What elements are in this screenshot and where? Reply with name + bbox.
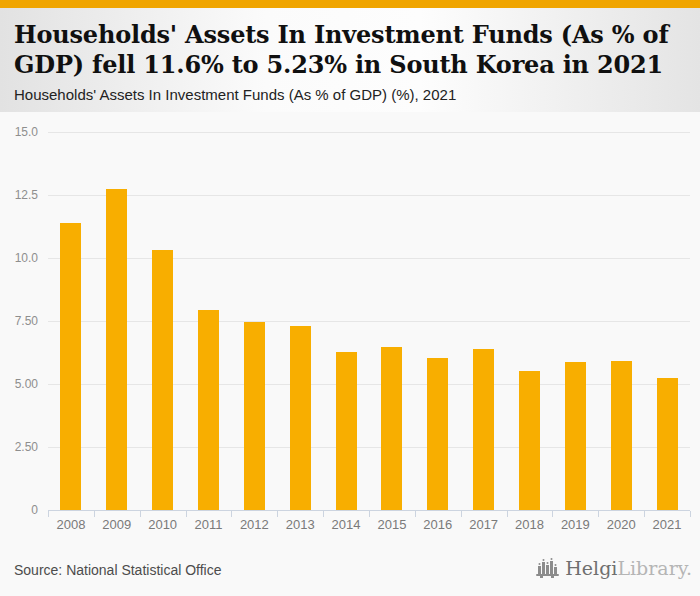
x-tick-label-2020: 2020 [598,517,644,532]
bar-2008[interactable] [60,223,81,510]
y-tick-label-2.50: 2.50 [0,440,38,454]
x-tick-label-2016: 2016 [415,517,461,532]
y-tick-label-12.5: 12.5 [0,188,38,202]
helgi-logo-icon [535,556,561,580]
y-tick-label-5.00: 5.00 [0,377,38,391]
page-title-line2: GDP) fell 11.6% to 5.23% in South Korea … [14,50,663,79]
bar-2011[interactable] [198,310,219,510]
chart-subtitle: Households' Assets In Investment Funds (… [0,80,700,103]
x-tick-label-2018: 2018 [507,517,553,532]
accent-topbar [0,0,700,8]
x-tick-label-2013: 2013 [277,517,323,532]
bar-2016[interactable] [427,358,448,510]
bar-2014[interactable] [336,352,357,510]
x-tick-label-2021: 2021 [644,517,690,532]
header: Households' Assets In Investment Funds (… [0,8,700,112]
x-tick-label-2014: 2014 [323,517,369,532]
bar-2018[interactable] [519,371,540,510]
x-tick-label-2008: 2008 [48,517,94,532]
source-text: Source: National Statistical Office [14,562,222,578]
bar-chart: 15.012.510.07.505.002.500 20082009201020… [0,112,700,540]
y-tick-label-10.0: 10.0 [0,251,38,265]
logo-text-secondary: Library. [617,557,692,579]
bar-2021[interactable] [657,378,678,510]
bar-2012[interactable] [244,322,265,510]
x-tick-label-2009: 2009 [94,517,140,532]
gridline-15.0 [48,132,690,133]
gridline-5.00 [48,384,690,385]
bar-2017[interactable] [473,349,494,510]
x-tick-label-2011: 2011 [186,517,232,532]
gridline-7.50 [48,321,690,322]
x-axis-tick [690,511,691,517]
footer: Source: National Statistical Office [0,540,700,596]
x-tick-label-2012: 2012 [231,517,277,532]
page-title: Households' Assets In Investment Funds (… [0,8,700,80]
helgi-library-logo[interactable]: HelgiLibrary. [535,556,692,580]
gridline-12.5 [48,195,690,196]
bar-2009[interactable] [106,189,127,510]
logo-text-primary: Helgi [565,557,617,579]
bar-2019[interactable] [565,362,586,510]
y-tick-label-7.50: 7.50 [0,314,38,328]
y-tick-label-0: 0 [0,503,38,517]
bar-2010[interactable] [152,250,173,510]
x-tick-label-2017: 2017 [461,517,507,532]
page-title-line1: Households' Assets In Investment Funds (… [14,20,669,49]
x-tick-label-2015: 2015 [369,517,415,532]
x-tick-label-2019: 2019 [552,517,598,532]
y-tick-label-15.0: 15.0 [0,125,38,139]
bar-2020[interactable] [611,361,632,510]
bar-2013[interactable] [290,326,311,510]
gridline-2.50 [48,447,690,448]
bar-2015[interactable] [381,347,402,510]
x-tick-label-2010: 2010 [140,517,186,532]
gridline-10.0 [48,258,690,259]
chart-card: Households' Assets In Investment Funds (… [0,0,700,596]
